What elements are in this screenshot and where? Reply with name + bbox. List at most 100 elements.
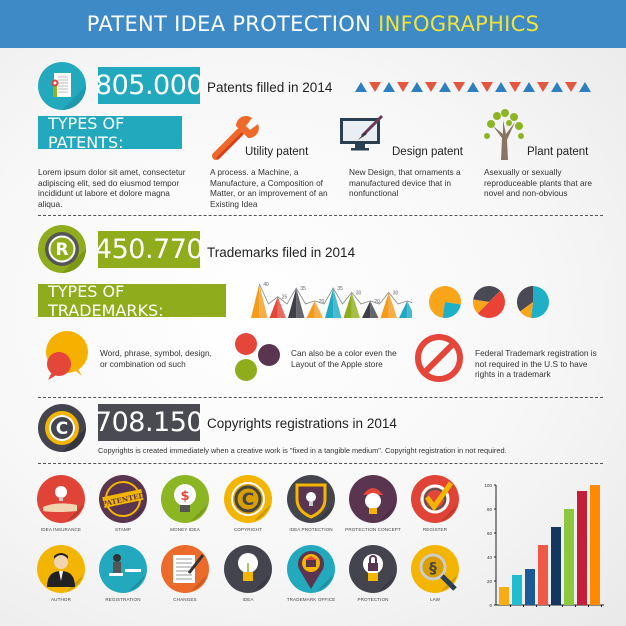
trademark-item-3-text: Federal Trademark registration is not re… (475, 348, 597, 379)
lightbulb-icon (224, 545, 272, 593)
copyrights-label: Copyrights registrations in 2014 (207, 416, 397, 431)
trademark-item-1-text: Word, phrase, symbol, design, or combina… (100, 348, 212, 369)
icon-label: COPYRIGHT (233, 527, 263, 532)
icon-label: STAMP (115, 527, 131, 532)
icon-label: PROTECTION CONCEPT (345, 527, 401, 532)
plant-patent-desc: Asexually or sexually reproduceable plan… (484, 167, 592, 198)
trademarks-count: 450.770 (95, 231, 204, 268)
trademark-item-2-text: Can also be a color even the Layout of t… (291, 348, 397, 369)
types-of-patents-heading: TYPES OF PATENTS: (38, 114, 182, 152)
icon-label: IDEA PROTECTION (289, 527, 333, 532)
copyrights-count: 708.150 (95, 404, 204, 441)
triangle-up-icon (551, 82, 563, 92)
wrench-icon (212, 114, 260, 162)
types-of-trademarks-heading: TYPES OF TRADEMARKS: (38, 282, 226, 320)
icon-label: CHANGES (173, 597, 197, 602)
bar (525, 569, 535, 605)
design-patent-desc: New Design, that ornaments a manufacture… (349, 167, 461, 198)
speech-bubbles-icon (42, 330, 92, 380)
value-label: 30 (393, 290, 399, 296)
bar (538, 545, 548, 605)
map-pin-building-icon (287, 545, 335, 593)
icon-label: IDEA (242, 597, 254, 602)
y-tick-label: 60 (487, 531, 493, 536)
peak-bar (399, 300, 412, 318)
patents-count: 805.000 (95, 67, 204, 104)
businessman-icon (37, 545, 85, 593)
design-patent-title: Design patent (392, 146, 463, 158)
value-label: 30 (356, 290, 362, 296)
y-tick-label: 100 (484, 483, 492, 488)
pie-chart (517, 286, 549, 318)
divider (38, 463, 603, 464)
umbrella-bulb-icon (349, 475, 397, 523)
color-dots-icon (234, 332, 284, 382)
pie-chart (473, 286, 505, 318)
zigzag-line (258, 283, 412, 305)
peak-bar (269, 296, 286, 318)
value-label: 40 (263, 282, 269, 288)
bar (512, 575, 522, 605)
prohibited-icon (414, 333, 464, 383)
copyright-icon: C (224, 475, 272, 523)
triangle-up-icon (495, 82, 507, 92)
icon-label: IDEA INSURANCE (40, 527, 82, 532)
copyright-icon: C (38, 404, 86, 452)
triangle-down-icon (425, 82, 437, 92)
dollar-bulb-icon: $ (161, 475, 209, 523)
registered-icon: R (38, 225, 86, 273)
plant-patent-title: Plant patent (527, 146, 589, 158)
page-title: PATENT IDEA PROTECTION INFOGRAPHICS (86, 12, 540, 36)
divider (38, 397, 603, 398)
document-pen-icon (161, 545, 209, 593)
value-label: 20 (374, 299, 380, 305)
header-banner: PATENT IDEA PROTECTION INFOGRAPHICS (0, 0, 626, 48)
svg-text:C: C (242, 490, 254, 510)
copyrights-note: Copyrights is created immediately when a… (98, 446, 507, 455)
bar (577, 491, 587, 605)
triangle-up-icon (579, 82, 591, 92)
icon-label: TRADEMARK OFFICE (286, 597, 336, 602)
monitor-brush-icon (338, 112, 390, 154)
utility-patent-title: Utility patent (245, 146, 309, 158)
peak-bar (362, 300, 379, 318)
triangle-peak-chart: 40 25 35 20 35 30 20 30 20 (251, 282, 412, 318)
patented-stamp-icon: PATENTED (99, 475, 147, 523)
value-label: 20 (319, 299, 325, 305)
y-tick-label: 40 (487, 555, 493, 560)
triangle-up-icon (383, 82, 395, 92)
svg-text:$: $ (180, 489, 189, 504)
trademarks-label: Trademarks filed in 2014 (207, 245, 356, 260)
triangle-up-icon (439, 82, 451, 92)
bar (551, 527, 561, 605)
value-label: 20 (411, 299, 412, 305)
y-tick-label: 20 (487, 579, 493, 584)
icon-label: AUTHOR (51, 597, 71, 602)
icon-label: LAW (429, 597, 441, 602)
triangle-down-icon (509, 82, 521, 92)
triangle-up-icon (523, 82, 535, 92)
y-tick-label: 0 (489, 603, 492, 608)
icon-label: MONEY IDEA (170, 527, 200, 532)
lock-bulb-icon (349, 545, 397, 593)
utility-patent-desc: A process. a Machine, a Manufacture, a C… (210, 167, 328, 209)
svg-text:R: R (55, 240, 68, 260)
triangle-down-icon (369, 82, 381, 92)
patents-intro-text: Lorem ipsum dolor sit amet, consectetur … (38, 167, 186, 209)
pie-chart (429, 286, 461, 318)
value-label: 35 (300, 286, 306, 292)
peak-bar (306, 300, 323, 318)
bar (564, 509, 574, 605)
y-tick-label: 80 (487, 507, 493, 512)
title-highlight: INFOGRAPHICS (378, 12, 540, 36)
checkmark-icon (411, 475, 459, 523)
patents-label: Patents filled in 2014 (207, 80, 333, 95)
triangle-pattern (355, 82, 591, 92)
value-label: 25 (282, 295, 288, 301)
bar (590, 485, 600, 605)
icon-label: REGISTRATION (105, 597, 141, 602)
triangle-down-icon (453, 82, 465, 92)
divider (38, 215, 603, 216)
svg-text:C: C (56, 419, 68, 439)
